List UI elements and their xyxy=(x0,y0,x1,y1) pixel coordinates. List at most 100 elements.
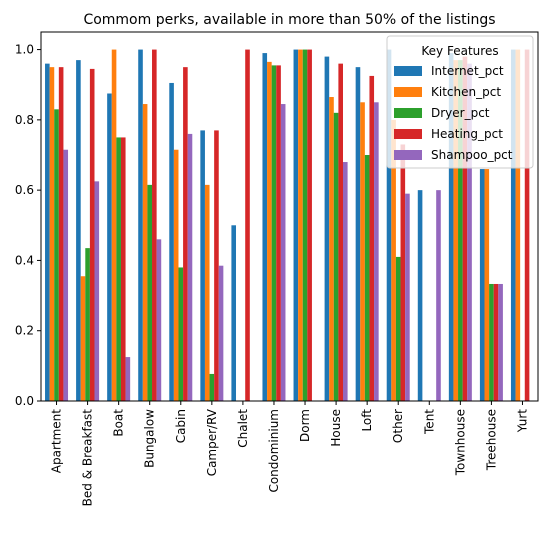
bar-dryer-pct xyxy=(302,49,308,401)
bar-heating-pct xyxy=(58,67,64,402)
bar-internet-pct xyxy=(169,82,174,401)
bar-shampoo-pct xyxy=(405,193,410,401)
bar-dryer-pct xyxy=(85,248,90,401)
x-tick-label: Bed & Breakfast xyxy=(81,409,95,507)
legend-label: Dryer_pct xyxy=(431,106,490,120)
bar-heating-pct xyxy=(152,49,157,401)
x-tick-label: Loft xyxy=(360,409,374,432)
legend-swatch xyxy=(394,129,422,139)
bar-internet-pct xyxy=(324,56,330,401)
bar-series xyxy=(45,49,530,402)
x-tick-label: Townhouse xyxy=(453,409,467,476)
y-tick-label: 1.0 xyxy=(15,43,34,57)
bar-internet-pct xyxy=(293,49,299,401)
x-tick-label: Bungalow xyxy=(143,409,157,468)
bar-internet-pct xyxy=(231,225,237,401)
bar-kitchen-pct xyxy=(111,49,117,401)
bar-internet-pct xyxy=(107,93,112,401)
bar-shampoo-pct xyxy=(156,239,162,401)
bar-dryer-pct xyxy=(395,256,401,401)
bar-kitchen-pct xyxy=(515,49,521,401)
bar-heating-pct xyxy=(493,283,499,401)
bar-shampoo-pct xyxy=(94,181,100,401)
bar-internet-pct xyxy=(200,130,205,401)
legend[interactable]: Key Features Internet_pct Kitchen_pct Drye… xyxy=(386,35,534,169)
legend-items: Internet_pct Kitchen_pct Dryer_pct Heating_… xyxy=(394,64,513,162)
bar-internet-pct xyxy=(262,53,268,401)
legend-box xyxy=(386,35,534,169)
bar-heating-pct xyxy=(245,49,250,401)
bar-heating-pct xyxy=(400,144,406,401)
bar-kitchen-pct xyxy=(173,149,179,401)
bar-kitchen-pct xyxy=(391,119,396,401)
bar-shampoo-pct xyxy=(467,63,472,401)
bar-heating-pct xyxy=(369,75,375,401)
bar-dryer-pct xyxy=(458,60,463,401)
bar-shampoo-pct xyxy=(125,357,131,401)
bar-kitchen-pct xyxy=(267,61,272,401)
bar-shampoo-pct xyxy=(280,104,286,402)
bar-heating-pct xyxy=(89,68,95,402)
x-tick-label: Camper/RV xyxy=(205,408,219,476)
x-tick-label: Tent xyxy=(422,409,436,435)
bar-heating-pct xyxy=(276,65,281,401)
x-tick-label: Treehouse xyxy=(484,409,498,471)
legend-label: Shampoo_pct xyxy=(431,148,513,162)
bar-heating-pct xyxy=(214,130,219,401)
legend-swatch xyxy=(394,108,422,118)
legend-label: Kitchen_pct xyxy=(431,85,501,99)
bar-internet-pct xyxy=(448,53,454,401)
x-tick-label: House xyxy=(329,409,343,447)
bar-shampoo-pct xyxy=(436,190,441,401)
bar-internet-pct xyxy=(138,49,143,401)
bar-kitchen-pct xyxy=(298,49,303,401)
legend-label: Internet_pct xyxy=(431,64,504,78)
bar-internet-pct xyxy=(510,49,516,401)
bar-shampoo-pct xyxy=(218,265,224,401)
bar-internet-pct xyxy=(45,63,50,401)
bar-shampoo-pct xyxy=(374,102,379,402)
bar-kitchen-pct xyxy=(360,102,365,402)
bar-kitchen-pct xyxy=(484,169,490,401)
y-tick-label: 0.2 xyxy=(15,324,34,338)
bar-shampoo-pct xyxy=(498,283,503,401)
bar-heating-pct xyxy=(307,49,312,401)
x-tick-label: Condominium xyxy=(267,409,281,493)
bar-internet-pct xyxy=(417,190,423,401)
bar-dryer-pct xyxy=(116,137,121,401)
x-tick-label: Cabin xyxy=(174,409,188,443)
y-tick-label: 0.4 xyxy=(15,253,34,267)
bar-dryer-pct xyxy=(364,155,370,401)
legend-label: Heating_pct xyxy=(431,127,503,141)
bar-dryer-pct xyxy=(489,283,494,401)
bar-kitchen-pct xyxy=(80,276,86,401)
bar-heating-pct xyxy=(524,49,530,401)
bar-dryer-pct xyxy=(271,65,277,401)
x-tick-label: Chalet xyxy=(236,409,250,448)
bar-heating-pct xyxy=(462,56,468,401)
bar-kitchen-pct xyxy=(142,104,148,402)
y-tick-label: 0.8 xyxy=(15,113,34,127)
bar-kitchen-pct xyxy=(329,97,334,401)
bar-heating-pct xyxy=(120,137,126,401)
plot-frame xyxy=(40,31,539,402)
bar-heating-pct xyxy=(338,63,343,401)
legend-swatch xyxy=(394,150,422,160)
bar-dryer-pct xyxy=(178,267,184,401)
bar-kitchen-pct xyxy=(204,184,210,401)
x-tick-label: Other xyxy=(391,409,405,443)
bar-shampoo-pct xyxy=(342,162,348,401)
axis-ticks: 0.0 0.2 0.4 0.6 0.8 1.0 Apartment Bed & Breakfa… xyxy=(15,43,530,507)
bar-kitchen-pct xyxy=(453,60,459,401)
x-tick-label: Boat xyxy=(112,409,126,437)
chart-title: Commom perks, available in more than 50%… xyxy=(83,12,495,28)
bar-internet-pct xyxy=(76,60,81,401)
legend-title: Key Features xyxy=(421,44,498,58)
bar-dryer-pct xyxy=(209,373,215,401)
bar-dryer-pct xyxy=(333,112,339,401)
bar-dryer-pct xyxy=(147,184,153,401)
bar-internet-pct xyxy=(355,67,361,402)
bar-kitchen-pct xyxy=(49,67,55,402)
